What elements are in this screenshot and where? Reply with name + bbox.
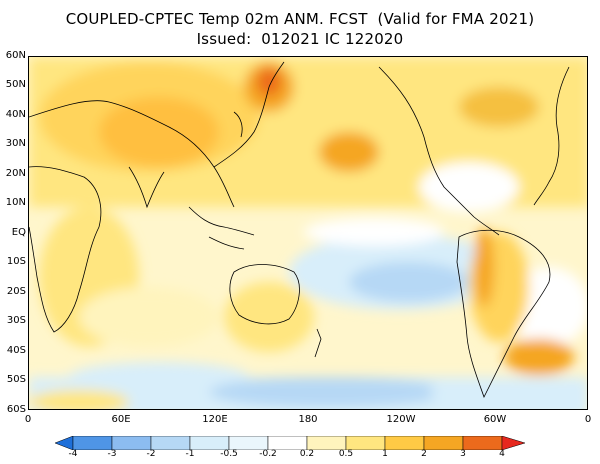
- lat-label: 20S: [6, 286, 26, 297]
- lat-label: 10S: [6, 256, 26, 267]
- colorbar-label: -0.2: [259, 449, 277, 459]
- anomaly-shading: [29, 57, 587, 409]
- colorbar-cell: [150, 436, 191, 450]
- colorbar-cell: [345, 436, 386, 450]
- lat-label: 30S: [6, 315, 26, 326]
- colorbar-label: -1: [185, 449, 195, 459]
- colorbar: [55, 436, 525, 450]
- colorbar-label: 0.2: [299, 449, 315, 459]
- lat-label: 20N: [5, 168, 26, 179]
- colorbar-cell: [501, 436, 525, 450]
- colorbar-cell: [384, 436, 425, 450]
- lat-label: 10N: [5, 197, 26, 208]
- colorbar-cell: [189, 436, 230, 450]
- colorbar-label: 3: [460, 449, 466, 459]
- colorbar-cell: [111, 436, 152, 450]
- lat-label: 40S: [6, 345, 26, 356]
- lat-label: 60N: [5, 50, 26, 61]
- colorbar-label: -0.5: [220, 449, 238, 459]
- colorbar-cell: [55, 436, 74, 450]
- lon-label: 60E: [111, 414, 131, 425]
- colorbar-label: 4: [499, 449, 505, 459]
- coastlines: [29, 61, 570, 399]
- colorbar-cell: [423, 436, 464, 450]
- lon-label: 0: [584, 414, 592, 425]
- colorbar-label: 2: [421, 449, 427, 459]
- lat-label: EQ: [11, 227, 26, 238]
- colorbar-cell: [462, 436, 503, 450]
- colorbar-cell: [72, 436, 113, 450]
- map-canvas: [29, 57, 587, 409]
- colorbar-cell: [306, 436, 347, 450]
- lat-label: 50S: [6, 374, 26, 385]
- colorbar-label: 1: [382, 449, 388, 459]
- chart-title: COUPLED-CPTEC Temp 02m ANM. FCST (Valid …: [65, 10, 535, 28]
- lat-label: 60S: [6, 404, 26, 415]
- colorbar-label: -3: [107, 449, 117, 459]
- chart-subtitle: Issued: 012021 IC 122020: [196, 30, 404, 48]
- lon-label: 60W: [483, 414, 507, 425]
- lon-label: 0: [24, 414, 32, 425]
- lat-label: 50N: [5, 79, 26, 90]
- colorbar-label: -4: [68, 449, 78, 459]
- colorbar-label: -2: [146, 449, 156, 459]
- lon-label: 120W: [386, 414, 416, 425]
- lon-label: 180: [298, 414, 318, 425]
- lat-label: 40N: [5, 109, 26, 120]
- colorbar-cell: [228, 436, 269, 450]
- lat-label: 30N: [5, 138, 26, 149]
- colorbar-label: 0.5: [338, 449, 354, 459]
- lon-label: 120E: [202, 414, 228, 425]
- colorbar-cell: [267, 436, 308, 450]
- anomaly-map: [28, 56, 588, 410]
